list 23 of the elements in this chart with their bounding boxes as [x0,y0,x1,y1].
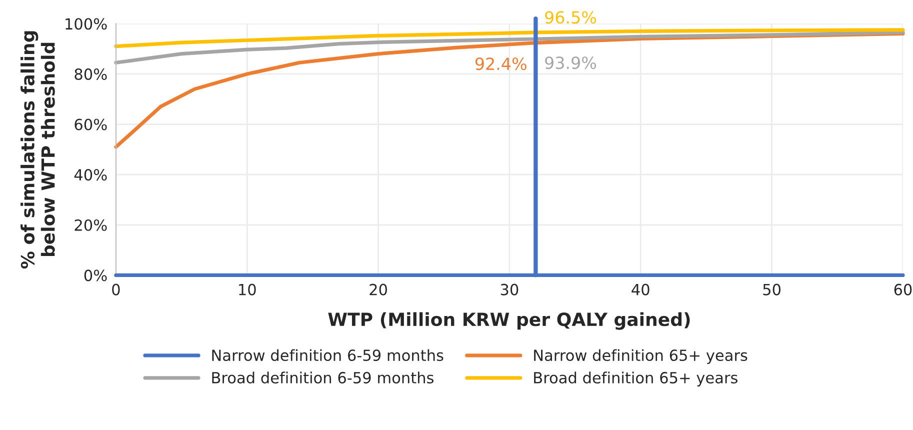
x-tick-label: 30 [500,284,518,296]
y-axis-title: % of simulations falling below WTP threshold [20,31,55,269]
legend-label: Broad definition 6-59 months [212,372,434,384]
x-tick-label: 20 [370,284,387,296]
legend-label: Narrow definition 65+ years [534,349,748,364]
y-tick-label: 60% [74,118,107,130]
legend-label: Broad definition 65+ years [534,372,738,386]
line-series [114,28,905,48]
x-tick-label: 10 [239,284,256,296]
x-tick-label: 0 [112,284,120,296]
x-tick-label: 40 [632,284,650,296]
x-tick-label: 60 [894,284,912,296]
y-tick-label: 100% [66,18,107,30]
data-label: 92.4% [475,57,526,70]
y-tick-label: 80% [74,68,107,80]
x-axis-title: WTP (Million KRW per QALY gained) [328,312,690,330]
data-label: 93.9% [545,56,596,70]
y-tick-label: 40% [74,169,107,181]
y-tick-label: 20% [74,219,107,231]
y-tick-label: 0% [84,270,107,282]
data-label: 96.5% [545,11,596,24]
x-tick-label: 50 [763,284,780,296]
legend-label: Narrow definition 6-59 months [212,349,444,362]
